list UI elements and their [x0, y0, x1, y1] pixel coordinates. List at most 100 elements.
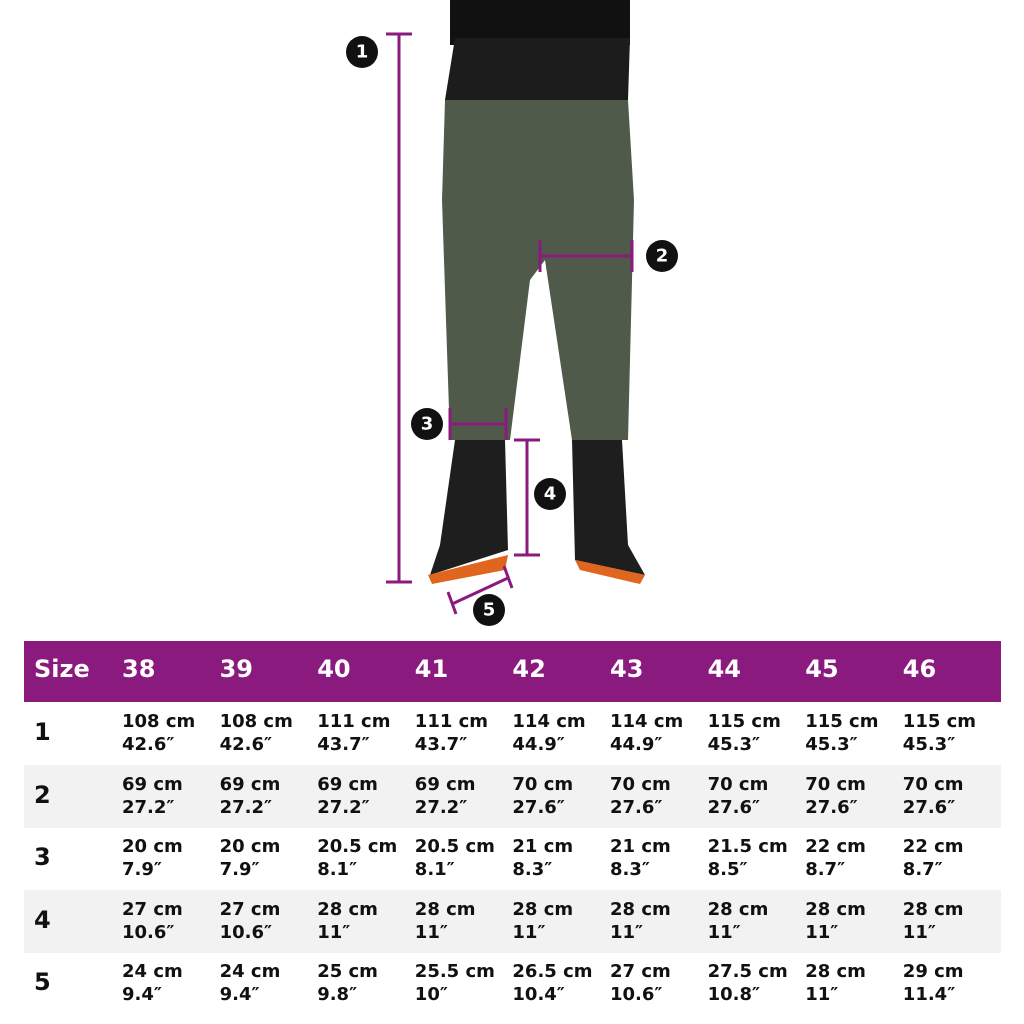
size-header: 38 — [122, 655, 156, 683]
cm-value: 25 cm — [317, 961, 378, 982]
inch-value: 10.6″ — [219, 921, 273, 943]
cm-value: 28 cm — [902, 898, 964, 920]
inch-value: 27.2″ — [414, 796, 468, 818]
inch-value: 10.8″ — [707, 984, 761, 1005]
inch-value: 8.7″ — [805, 859, 846, 880]
cm-value: 27 cm — [122, 898, 183, 920]
size-header: 39 — [219, 655, 253, 683]
table-cell: 26.5 cm 10.4″ — [512, 960, 592, 1006]
table-cell: 70 cm 27.6″ — [708, 773, 769, 819]
cm-value: 20.5 cm — [317, 836, 398, 857]
table-cell: 115 cm 45.3″ — [903, 710, 976, 756]
callouts: 1 2 3 4 5 — [346, 36, 678, 626]
inch-value: 10.6″ — [122, 921, 175, 943]
table-cell: 28 cm 11″ — [512, 898, 573, 944]
table-cell: 24 cm 9.4″ — [122, 960, 183, 1006]
table-row: 3 20 cm 7.9″ 20 cm 7.9″ 20.5 cm 8.1″ 20.5 cm 8.1… — [24, 827, 1001, 890]
inch-value: 42.6″ — [122, 734, 175, 755]
table-cell: 69 cm 27.2″ — [220, 773, 281, 819]
dimension-lines — [386, 32, 634, 615]
row-label: 3 — [34, 843, 51, 871]
cm-value: 28 cm — [707, 898, 769, 920]
cm-value: 29 cm — [902, 961, 964, 982]
callout-number: 3 — [421, 414, 434, 435]
cm-value: 111 cm — [317, 711, 391, 732]
inch-value: 27.6″ — [610, 796, 663, 818]
callout-number: 2 — [656, 246, 669, 267]
row-label: 1 — [34, 718, 51, 746]
table-cell: 21.5 cm 8.5″ — [708, 835, 788, 881]
inch-value: 27.6″ — [902, 796, 956, 818]
inch-value: 10″ — [414, 984, 448, 1005]
table-cell: 25 cm 9.8″ — [317, 960, 378, 1006]
cm-value: 25.5 cm — [414, 961, 495, 982]
cm-value: 115 cm — [805, 711, 879, 732]
cm-value: 108 cm — [219, 711, 293, 732]
cm-value: 114 cm — [610, 711, 684, 732]
inch-value: 11″ — [805, 921, 839, 943]
inch-value: 11″ — [414, 921, 448, 943]
table-cell: 27 cm 10.6″ — [610, 960, 671, 1006]
size-header: 46 — [902, 655, 937, 683]
cm-value: 69 cm — [414, 773, 476, 795]
cm-value: 28 cm — [610, 898, 671, 920]
cm-value: 21 cm — [512, 836, 574, 857]
inch-value: 11″ — [317, 921, 351, 943]
table-cell: 70 cm 27.6″ — [610, 773, 671, 819]
cm-value: 28 cm — [317, 898, 378, 920]
header-label: Size — [34, 655, 90, 683]
cm-value: 70 cm — [610, 773, 671, 795]
table-cell: 27.5 cm 10.8″ — [708, 960, 788, 1006]
cm-value: 108 cm — [122, 711, 196, 732]
cm-value: 27 cm — [610, 961, 671, 982]
cm-value: 20 cm — [219, 836, 281, 857]
table-cell: 115 cm 45.3″ — [708, 710, 781, 756]
size-header: 42 — [512, 655, 546, 683]
table-cell: 115 cm 45.3″ — [805, 710, 878, 756]
cm-value: 115 cm — [902, 711, 977, 732]
size-header: 43 — [610, 655, 644, 683]
inch-value: 8.1″ — [414, 859, 455, 880]
inch-value: 27.6″ — [512, 796, 565, 818]
cm-value: 28 cm — [805, 961, 866, 982]
callout-number: 1 — [356, 42, 369, 63]
cm-value: 70 cm — [902, 773, 964, 795]
table-cell: 70 cm 27.6″ — [903, 773, 964, 819]
table-cell: 22 cm 8.7″ — [805, 835, 866, 881]
table-cell: 108 cm 42.6″ — [220, 710, 293, 756]
inch-value: 44.9″ — [610, 734, 663, 755]
cm-value: 22 cm — [902, 836, 964, 857]
size-header: 40 — [317, 655, 351, 683]
inch-value: 8.7″ — [902, 859, 943, 880]
inch-value: 27.6″ — [707, 796, 761, 818]
cm-value: 22 cm — [805, 836, 866, 857]
inch-value: 8.3″ — [610, 859, 650, 880]
table-cell: 20 cm 7.9″ — [122, 835, 183, 881]
table-cell: 20.5 cm 8.1″ — [317, 835, 397, 881]
inch-value: 11″ — [902, 921, 936, 943]
inch-value: 45.3″ — [902, 734, 956, 755]
cm-value: 21 cm — [610, 836, 671, 857]
inch-value: 27.2″ — [317, 796, 370, 818]
size-header: 44 — [707, 655, 741, 683]
table-cell: 111 cm 43.7″ — [415, 710, 488, 756]
cm-value: 20.5 cm — [414, 836, 495, 857]
callout-number: 5 — [483, 600, 496, 621]
inch-value: 9.8″ — [317, 984, 358, 1005]
inch-value: 8.5″ — [707, 859, 748, 880]
callout-number: 4 — [544, 484, 557, 505]
table-cell: 69 cm 27.2″ — [415, 773, 476, 819]
inch-value: 27.2″ — [219, 796, 273, 818]
cm-value: 69 cm — [317, 773, 378, 795]
cm-value: 28 cm — [805, 898, 866, 920]
table-cell: 29 cm 11.4″ — [903, 960, 964, 1006]
cm-value: 24 cm — [219, 961, 281, 982]
cm-value: 115 cm — [707, 711, 781, 732]
table-cell: 108 cm 42.6″ — [122, 710, 195, 756]
inch-value: 45.3″ — [707, 734, 761, 755]
table-row: 4 27 cm 10.6″ 27 cm 10.6″ 28 cm 11″ 28 cm 11″ 28 … — [24, 889, 1001, 953]
table-cell: 70 cm 27.6″ — [512, 773, 573, 819]
size-header: 41 — [414, 655, 449, 683]
cm-value: 70 cm — [707, 773, 769, 795]
